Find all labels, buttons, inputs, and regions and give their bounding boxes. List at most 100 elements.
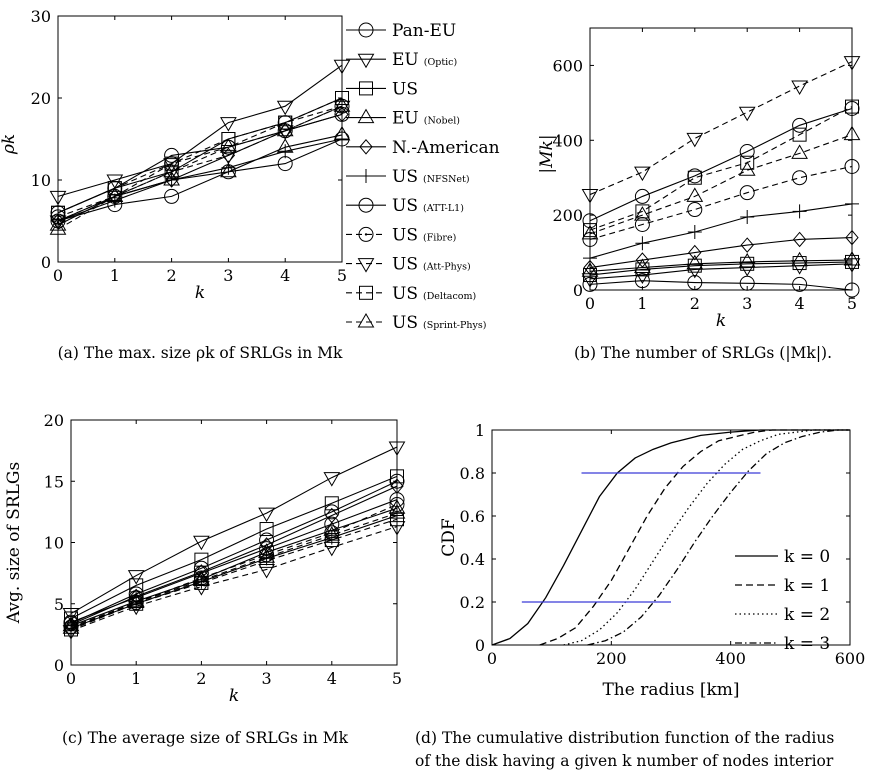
legend-entry: k = 0 bbox=[784, 547, 830, 567]
legend-entry: Pan-EU bbox=[392, 21, 456, 41]
series-10-point bbox=[843, 125, 861, 141]
series-6-point bbox=[634, 188, 650, 204]
legend-marker-dot bbox=[364, 233, 368, 236]
series-4-point bbox=[688, 244, 702, 261]
series-5-point bbox=[635, 236, 650, 251]
legend-marker bbox=[359, 169, 373, 183]
series-10-point bbox=[276, 121, 294, 137]
series-8-point bbox=[686, 132, 704, 148]
series-9-point bbox=[221, 132, 236, 146]
series-0-point bbox=[634, 273, 650, 289]
series-7-point bbox=[687, 202, 703, 218]
x-axis-label: k bbox=[229, 686, 239, 706]
series-1-point bbox=[581, 273, 599, 288]
x-tick-label: 0 bbox=[487, 649, 497, 668]
series-1-point bbox=[738, 262, 756, 277]
legend-marker bbox=[359, 285, 373, 300]
series-10-point bbox=[791, 144, 808, 159]
series-1-point bbox=[258, 507, 275, 523]
y-tick-label: 20 bbox=[44, 411, 64, 430]
y-tick-label: 10 bbox=[44, 534, 64, 553]
series-3-point bbox=[738, 252, 756, 268]
series-0-point bbox=[687, 275, 703, 291]
series-line-3 bbox=[70, 507, 398, 627]
x-tick-label: 0 bbox=[585, 294, 595, 313]
x-tick-label: 5 bbox=[847, 294, 857, 313]
series-2-point bbox=[792, 256, 807, 271]
series-6-point bbox=[792, 117, 808, 133]
series-line-1 bbox=[57, 64, 343, 197]
chart-a: 0 1 2 3 4 5 0 10 20 30 k ρk bbox=[0, 7, 351, 303]
series-line-4 bbox=[57, 113, 343, 222]
y-tick-label: 20 bbox=[31, 89, 51, 108]
series-9-point bbox=[740, 155, 755, 170]
series-10-point bbox=[258, 548, 275, 563]
series-0-point bbox=[582, 276, 598, 292]
series-10-point bbox=[163, 162, 180, 178]
legend-marker bbox=[357, 258, 375, 273]
series-7-point bbox=[389, 497, 405, 513]
y-tick-label: 0.8 bbox=[460, 464, 485, 483]
x-tick-label: 600 bbox=[835, 649, 866, 668]
series-line-7 bbox=[70, 504, 398, 628]
series-5-point bbox=[583, 251, 597, 266]
cdf-line-0 bbox=[491, 429, 850, 646]
series-1-point bbox=[127, 570, 145, 585]
series-5-point bbox=[687, 224, 702, 239]
series-line-3 bbox=[589, 259, 853, 272]
series-10-point bbox=[738, 161, 756, 176]
series-line-10 bbox=[57, 105, 343, 230]
series-line-0 bbox=[589, 280, 853, 291]
series-7-point bbox=[844, 158, 860, 174]
series-9-point bbox=[635, 204, 650, 219]
y-tick-label: 0 bbox=[41, 253, 51, 272]
series-2-point bbox=[259, 522, 274, 537]
series-6-point bbox=[334, 106, 350, 122]
legend-entry: k = 1 bbox=[784, 576, 830, 596]
series-4-point bbox=[635, 252, 650, 268]
x-tick-label: 4 bbox=[795, 294, 805, 313]
x-tick-label: 0 bbox=[66, 669, 76, 688]
series-line-9 bbox=[70, 518, 398, 630]
series-line-5 bbox=[589, 203, 853, 259]
legend-entry: US (Sprint-Phys) bbox=[392, 313, 486, 333]
legend-marker bbox=[358, 22, 374, 38]
series-line-0 bbox=[57, 138, 343, 222]
x-tick-label: 1 bbox=[131, 669, 141, 688]
series-5-point bbox=[335, 132, 349, 146]
series-line-10 bbox=[70, 512, 398, 629]
chart-b: 0 1 2 3 4 5 0 200 400 600 k |Mk| bbox=[537, 27, 861, 331]
series-9-point bbox=[107, 181, 122, 196]
y-axis-label: |Mk| bbox=[537, 134, 557, 173]
series-line-2 bbox=[589, 261, 853, 276]
series-line-6 bbox=[589, 107, 853, 222]
x-tick-label: 3 bbox=[223, 266, 233, 285]
series-9-point bbox=[64, 622, 78, 637]
x-tick-label: 5 bbox=[337, 266, 347, 285]
legend-entry: k = 2 bbox=[784, 605, 830, 625]
series-line-2 bbox=[70, 475, 398, 619]
x-axis-label: k bbox=[195, 283, 205, 303]
series-2-point bbox=[129, 578, 144, 593]
shared-legend: Pan-EU EU (Optic) US EU (Nobel) N.-American US(… bbox=[346, 21, 500, 333]
series-10-point bbox=[106, 187, 124, 202]
series-5-point bbox=[740, 210, 755, 225]
legend-marker bbox=[358, 226, 374, 242]
series-line-9 bbox=[589, 106, 853, 231]
series-8-point bbox=[581, 189, 599, 204]
series-4-point bbox=[792, 231, 807, 248]
series-1-point bbox=[276, 100, 294, 116]
y-tick-label: 10 bbox=[31, 171, 51, 190]
series-4-point bbox=[740, 237, 754, 253]
series-7-point bbox=[582, 231, 598, 247]
legend-entry-sub: (ATT-L1) bbox=[423, 203, 464, 214]
series-8-point bbox=[106, 190, 124, 206]
x-tick-label: 4 bbox=[280, 266, 290, 285]
series-9-point bbox=[164, 156, 179, 171]
series-10-point bbox=[193, 571, 210, 586]
x-tick-label: 0 bbox=[53, 266, 63, 285]
series-10-point bbox=[323, 526, 341, 541]
series-4-point bbox=[583, 259, 597, 276]
x-tick-label: 2 bbox=[196, 669, 206, 688]
series-0-point bbox=[792, 276, 808, 292]
